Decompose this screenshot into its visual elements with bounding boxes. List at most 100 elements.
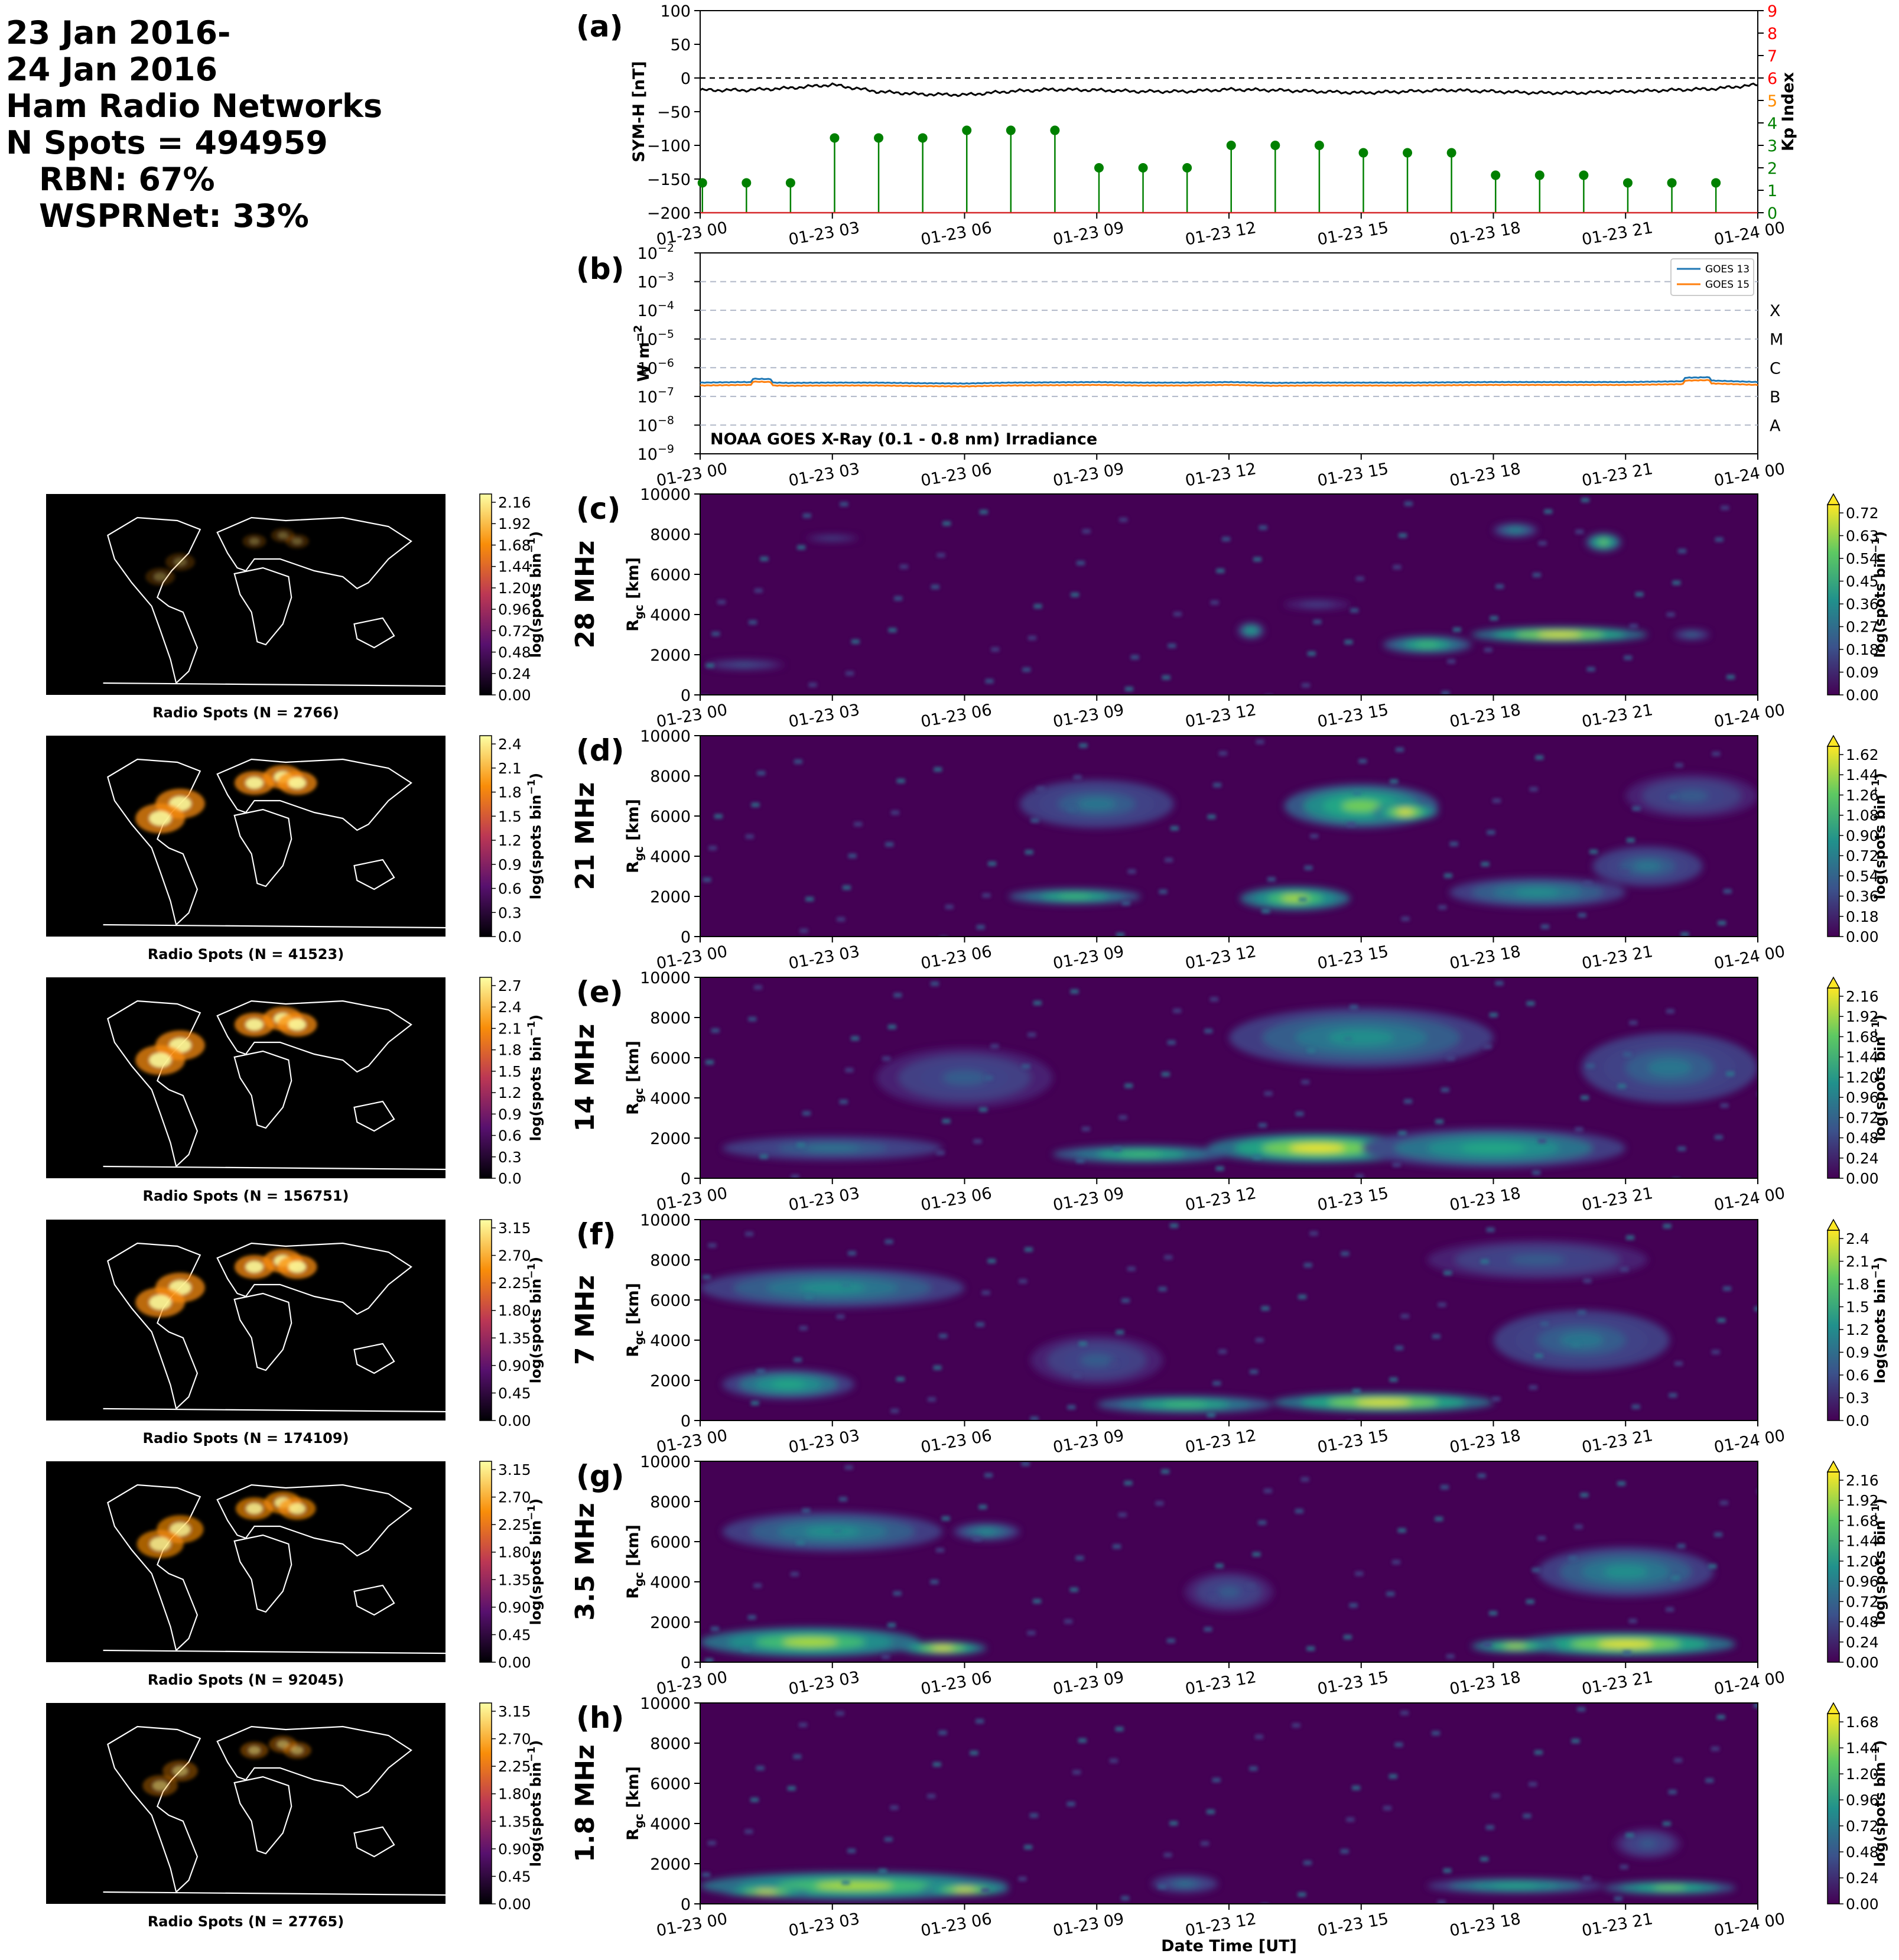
heatmap-cell — [760, 556, 769, 561]
heatmap-cell — [1355, 576, 1364, 581]
heatmap-cell — [1173, 612, 1182, 617]
x-tick-label: 01-23 00 — [655, 1668, 729, 1699]
heatmap-cell — [1298, 1294, 1307, 1299]
world-map-e: Radio Spots (N = 156751) 0.0 0.3 0.6 0.9 1.2 1… — [46, 977, 544, 1204]
x-tick-label: 01-23 03 — [787, 1184, 861, 1215]
spot-density — [135, 1006, 317, 1075]
heatmap-cell — [1666, 1607, 1674, 1612]
x-tick-label: 01-23 09 — [1052, 1184, 1126, 1215]
network-title: Ham Radio Networks — [6, 87, 383, 125]
colorbar-tick-label: 0.00 — [1846, 1896, 1879, 1913]
heatmap-intensity — [722, 1007, 1758, 1168]
heatmap-cell — [708, 1243, 717, 1248]
heatmap-cell — [1404, 1098, 1413, 1104]
colorbar — [1827, 504, 1840, 695]
heatmap-cell — [1355, 1174, 1364, 1178]
map-colorbar-tick-label: 1.92 — [498, 515, 531, 532]
panel-a-frame — [700, 10, 1758, 213]
x-tick-label: 01-23 06 — [919, 1184, 993, 1215]
panel-e: (e) 14 MHz Rgc [km] 0 2000 4000 6000 8000 10000 0… — [570, 969, 1888, 1215]
x-tick-label: 01-23 15 — [1316, 1426, 1390, 1457]
map-spot-core — [288, 1018, 307, 1031]
heatmap-cell — [1161, 1071, 1170, 1077]
heatmap-cell — [1264, 1091, 1273, 1096]
heatmap-cell — [787, 1786, 796, 1791]
y-tick-label: 0 — [681, 1170, 691, 1188]
heatmap-cell — [1538, 541, 1547, 546]
heatmap-cell — [1027, 1630, 1036, 1636]
heatmap-cell — [1569, 1556, 1578, 1561]
x-tick-label: 01-23 15 — [1316, 1910, 1390, 1941]
heatmap-cell — [1440, 1087, 1449, 1093]
map-background — [46, 977, 446, 1178]
map-colorbar — [479, 1461, 492, 1663]
goes13-line — [700, 376, 1758, 385]
y-tick-label: 10−8 — [638, 414, 674, 435]
kp-marker — [1446, 148, 1456, 158]
x-tick-label: 01-23 09 — [1052, 1668, 1126, 1699]
heatmap-cell — [1301, 1080, 1310, 1085]
heatmap-cell — [757, 771, 766, 776]
world-map-d: Radio Spots (N = 41523) 0.0 0.3 0.6 0.9 1.2 1.… — [46, 735, 544, 963]
x-tick-label: 01-23 12 — [1184, 219, 1258, 249]
heatmap-cell — [938, 1730, 947, 1735]
kp-marker — [742, 178, 752, 188]
heatmap-speckle — [701, 1703, 1758, 1904]
panel-label: (g) — [576, 1459, 625, 1493]
band-label: 21 MHz — [570, 782, 600, 890]
y2-tick-label: 6 — [1767, 70, 1777, 88]
spot-density — [135, 1249, 317, 1318]
heatmap-cell — [1716, 1714, 1725, 1720]
map-background — [46, 1461, 446, 1662]
spot-density — [142, 1735, 311, 1796]
heatmap-cell — [1072, 1770, 1081, 1775]
heatmap-cell — [711, 631, 720, 636]
heatmap-cell — [802, 1111, 811, 1116]
heatmap-cell — [1259, 525, 1267, 530]
heatmap-cell — [854, 821, 863, 827]
kp-marker — [962, 125, 972, 135]
heatmap-cell — [1416, 642, 1439, 647]
map-colorbar-label: log(spots bin−1) — [526, 1257, 544, 1383]
heatmap-cell — [835, 1711, 844, 1716]
heatmap-cell — [1342, 800, 1381, 812]
heatmap-cell — [1491, 1793, 1500, 1798]
y-tick-label: 4000 — [650, 1574, 691, 1592]
heatmap-cell — [1432, 1334, 1440, 1339]
x-tick-label: 01-23 12 — [1184, 701, 1258, 732]
heatmap-cell — [1715, 537, 1724, 542]
map-colorbar-tick-label: 0.45 — [498, 1868, 531, 1885]
y-tick-label: 8000 — [650, 1009, 691, 1028]
heatmap-cell — [890, 1805, 899, 1811]
heatmap-cell — [1620, 1267, 1629, 1272]
heatmap-cell — [1307, 1048, 1316, 1053]
map-colorbar-tick-label: 0.45 — [498, 1384, 531, 1402]
heatmap — [700, 977, 1758, 1178]
y-tick-label: 8000 — [650, 1252, 691, 1270]
map-colorbar-tick-label: 3.15 — [498, 1461, 531, 1478]
heatmap-cell — [1355, 1571, 1364, 1577]
heatmap-cell — [1483, 1642, 1492, 1647]
map-spot-core — [172, 1766, 188, 1776]
map-spot-core — [246, 1503, 263, 1514]
heatmap-cell — [844, 1465, 853, 1470]
heatmap-cell — [1541, 924, 1550, 929]
heatmap-cell — [1212, 1381, 1221, 1386]
heatmap-cell — [936, 1548, 945, 1553]
map-colorbar-tick-label: 1.80 — [498, 1544, 531, 1561]
colorbar-tick-label: 1.68 — [1846, 1512, 1879, 1529]
map-background — [46, 494, 446, 695]
heatmap-cell — [1019, 1279, 1027, 1284]
heatmap-cell — [1717, 1318, 1726, 1323]
heatmap-cell — [748, 1016, 757, 1022]
heatmap-cell — [1578, 912, 1586, 918]
heatmap-cell — [1358, 759, 1367, 764]
map-colorbar-tick-label: 0.6 — [498, 1127, 522, 1145]
colorbar-tick-label: 2.16 — [1846, 1472, 1879, 1489]
colorbar-tick-label: 0.9 — [1846, 1344, 1869, 1361]
heatmap-cell — [1036, 786, 1045, 791]
heatmap-cell — [782, 1638, 838, 1646]
heatmap-cell — [797, 545, 806, 550]
heatmap-cell — [937, 552, 945, 558]
heatmap-cell — [1532, 573, 1541, 578]
